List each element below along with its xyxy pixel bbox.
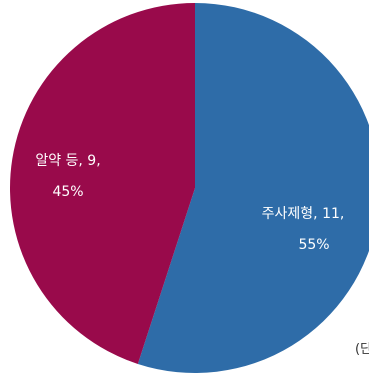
slice-label-pill-line1: 알약 등, 9, — [35, 153, 100, 169]
pie-slice-injection — [137, 3, 369, 373]
unit-note: (단 — [355, 342, 369, 357]
pie-slices — [9, 2, 369, 373]
pie-labels: 주사제형, 11, 55% 알약 등, 9, 45% — [35, 153, 344, 253]
slice-label-injection-line2: 55% — [298, 237, 329, 253]
pie-slice-pill — [9, 2, 195, 364]
slice-label-pill-line2: 45% — [52, 184, 83, 200]
slice-label-injection-line1: 주사제형, 11, — [262, 206, 345, 222]
